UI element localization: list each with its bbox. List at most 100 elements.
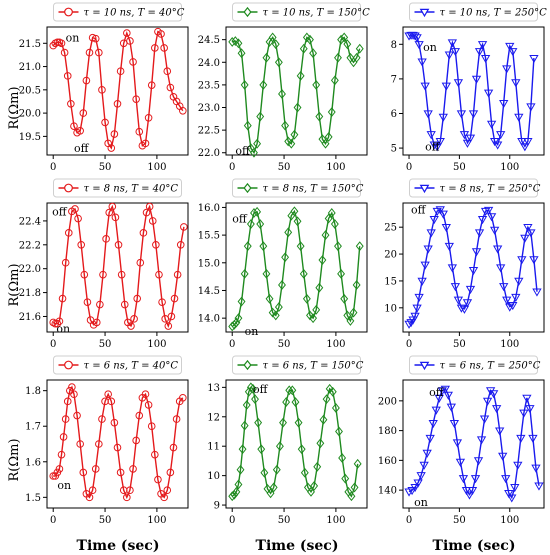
- panel-6-data-point: [499, 283, 509, 292]
- panel-8-data-point: [285, 385, 294, 396]
- panel-2-data-point: [243, 120, 252, 131]
- panel-6-data-point: [444, 242, 454, 251]
- panel-1-data-point: [151, 44, 159, 52]
- panel-8-data-point: [272, 464, 281, 475]
- panel-4-data-point: [99, 270, 107, 279]
- panel-5-data-point: [232, 317, 241, 328]
- panel-6-data-point: [520, 234, 530, 243]
- x-axis-label-col-2: Time (sec): [256, 538, 339, 554]
- panel-6-data-point: [412, 304, 422, 313]
- panel-2-legend: τ = 10 ns, T = 150°C: [232, 2, 370, 22]
- panel-2-y-tick-label: 22.0: [198, 148, 220, 159]
- panel-1-data-point: [126, 37, 134, 45]
- panel-3-data-point: [526, 103, 536, 112]
- panel-2-x-tick-label: 50: [278, 162, 291, 173]
- panel-4-data-point: [64, 229, 73, 237]
- panel-9-data-point: [458, 475, 469, 484]
- panel-5-legend-box: [232, 178, 361, 198]
- panel-4-y-tick-label: 21.6: [19, 312, 41, 323]
- panel-6-x-tick-label: 0: [406, 339, 412, 350]
- panel-8-data-point: [269, 482, 278, 493]
- panel-8-data-point: [282, 397, 291, 407]
- panel-4-data-point: [170, 294, 179, 303]
- panel-5-data-point: [243, 241, 252, 252]
- panel-9-annotation-off: off: [429, 386, 445, 399]
- panel-9-annotation-on: on: [414, 496, 428, 509]
- panel-7-data-point: [110, 418, 119, 427]
- panel-2-data-point: [337, 34, 346, 45]
- panel-4-data-point: [111, 213, 120, 222]
- panel-5-data-point: [284, 227, 293, 238]
- panel-3-y-tick-label: 8: [391, 40, 397, 51]
- panel-7-data-point: [147, 422, 156, 431]
- panel-5-data-point: [296, 241, 305, 252]
- y-axis-label-row-3: R(Ωm): [7, 438, 22, 481]
- panel-3-data-point: [444, 51, 454, 60]
- panel-5-data-point: [256, 219, 265, 229]
- panel-9-data-point: [410, 484, 420, 493]
- panel-4-legend-label: τ = 8 ns, T = 40°C: [84, 184, 179, 195]
- panel-2-x-tick-label: 100: [326, 162, 345, 173]
- panel-2-data-point: [256, 111, 265, 122]
- panel-3-legend-marker: [419, 8, 430, 18]
- panel-8-data-point: [266, 488, 275, 499]
- panel-8-data-point: [335, 426, 343, 437]
- panel-2-x-tick-label: 0: [229, 162, 235, 173]
- panel-2-y-tick-label: 22.5: [198, 126, 220, 137]
- panel-4-data-point: [158, 298, 166, 306]
- panel-9-legend-marker: [419, 361, 430, 371]
- panel-1-series-line: [52, 30, 184, 150]
- panel-1-data-point: [163, 67, 172, 76]
- panel-3-data-point: [486, 120, 497, 129]
- panel-6-y-tick-label: 25: [384, 223, 397, 234]
- panel-1-legend: τ = 10 ns, T = 40°C: [53, 2, 185, 22]
- panel-3-data-point: [465, 134, 476, 143]
- panel-7: 0 50 100 1.5 1.6 1.7 1.8 on τ = 6 ns, T = 40°C: [25, 355, 189, 526]
- panel-5-data-point: [346, 316, 355, 326]
- panel-4-legend-box: [53, 178, 182, 198]
- panel-1-data-point: [67, 100, 75, 108]
- panel-3-data-point: [508, 48, 518, 57]
- panel-1-data-point: [141, 139, 150, 148]
- panel-9-data-point: [407, 487, 417, 496]
- panel-9-data-point: [467, 487, 478, 496]
- panel-8-data-point: [331, 403, 340, 413]
- panel-7-data-point: [98, 415, 106, 423]
- panel-4-y-tick-label: 22.0: [19, 264, 41, 275]
- panel-9-data-point: [422, 449, 432, 458]
- panel-7-annotation-on: on: [57, 479, 71, 492]
- panel-5-data-point: [268, 307, 277, 318]
- panel-9-y-tick-label: 160: [378, 456, 397, 467]
- panel-5-data-point: [324, 213, 333, 224]
- panel-4-data-point: [176, 241, 185, 249]
- panel-4-annotation-off: off: [52, 205, 68, 218]
- panel-9: 0 50 100 140 160 180 200 off on τ = 6 ns, T = 250…: [378, 355, 545, 526]
- panel-3-data-point: [447, 39, 458, 48]
- panel-3: 0 50 100 5 6 7 8 on off τ = 10 ns, T = 250°C: [391, 2, 547, 173]
- panel-9-data-point: [513, 461, 523, 470]
- panel-9-data-point: [449, 420, 460, 429]
- panel-4-data-point: [77, 241, 86, 249]
- panel-7-x-tick-label: 50: [99, 515, 112, 526]
- panel-7-data-point: [169, 443, 178, 452]
- panel-4-data-point: [105, 208, 114, 217]
- panel-8-data-point: [249, 383, 257, 394]
- panel-3-x-tick-label: 100: [500, 162, 519, 173]
- panel-1-data-point: [60, 48, 69, 57]
- panel-9-data-point: [510, 484, 520, 493]
- panel-6-data-point: [496, 264, 506, 273]
- panel-6-data-point: [414, 293, 424, 303]
- panel-8-y-tick-label: 13: [207, 383, 220, 394]
- panel-8-data-point: [341, 473, 350, 484]
- panel-3-data-point: [412, 34, 422, 43]
- panel-1-data-point: [76, 126, 84, 135]
- panel-2-data-point: [281, 120, 290, 131]
- panel-6-data-point: [420, 261, 430, 270]
- panel-3-frame: [402, 26, 545, 156]
- panel-3-data-point: [468, 110, 479, 119]
- panel-5-legend-marker: [243, 182, 252, 194]
- panel-2-series-line: [232, 36, 361, 155]
- panel-2-data-point: [340, 32, 349, 43]
- panel-9-frame: [402, 379, 545, 509]
- panel-9-data-point: [492, 405, 502, 414]
